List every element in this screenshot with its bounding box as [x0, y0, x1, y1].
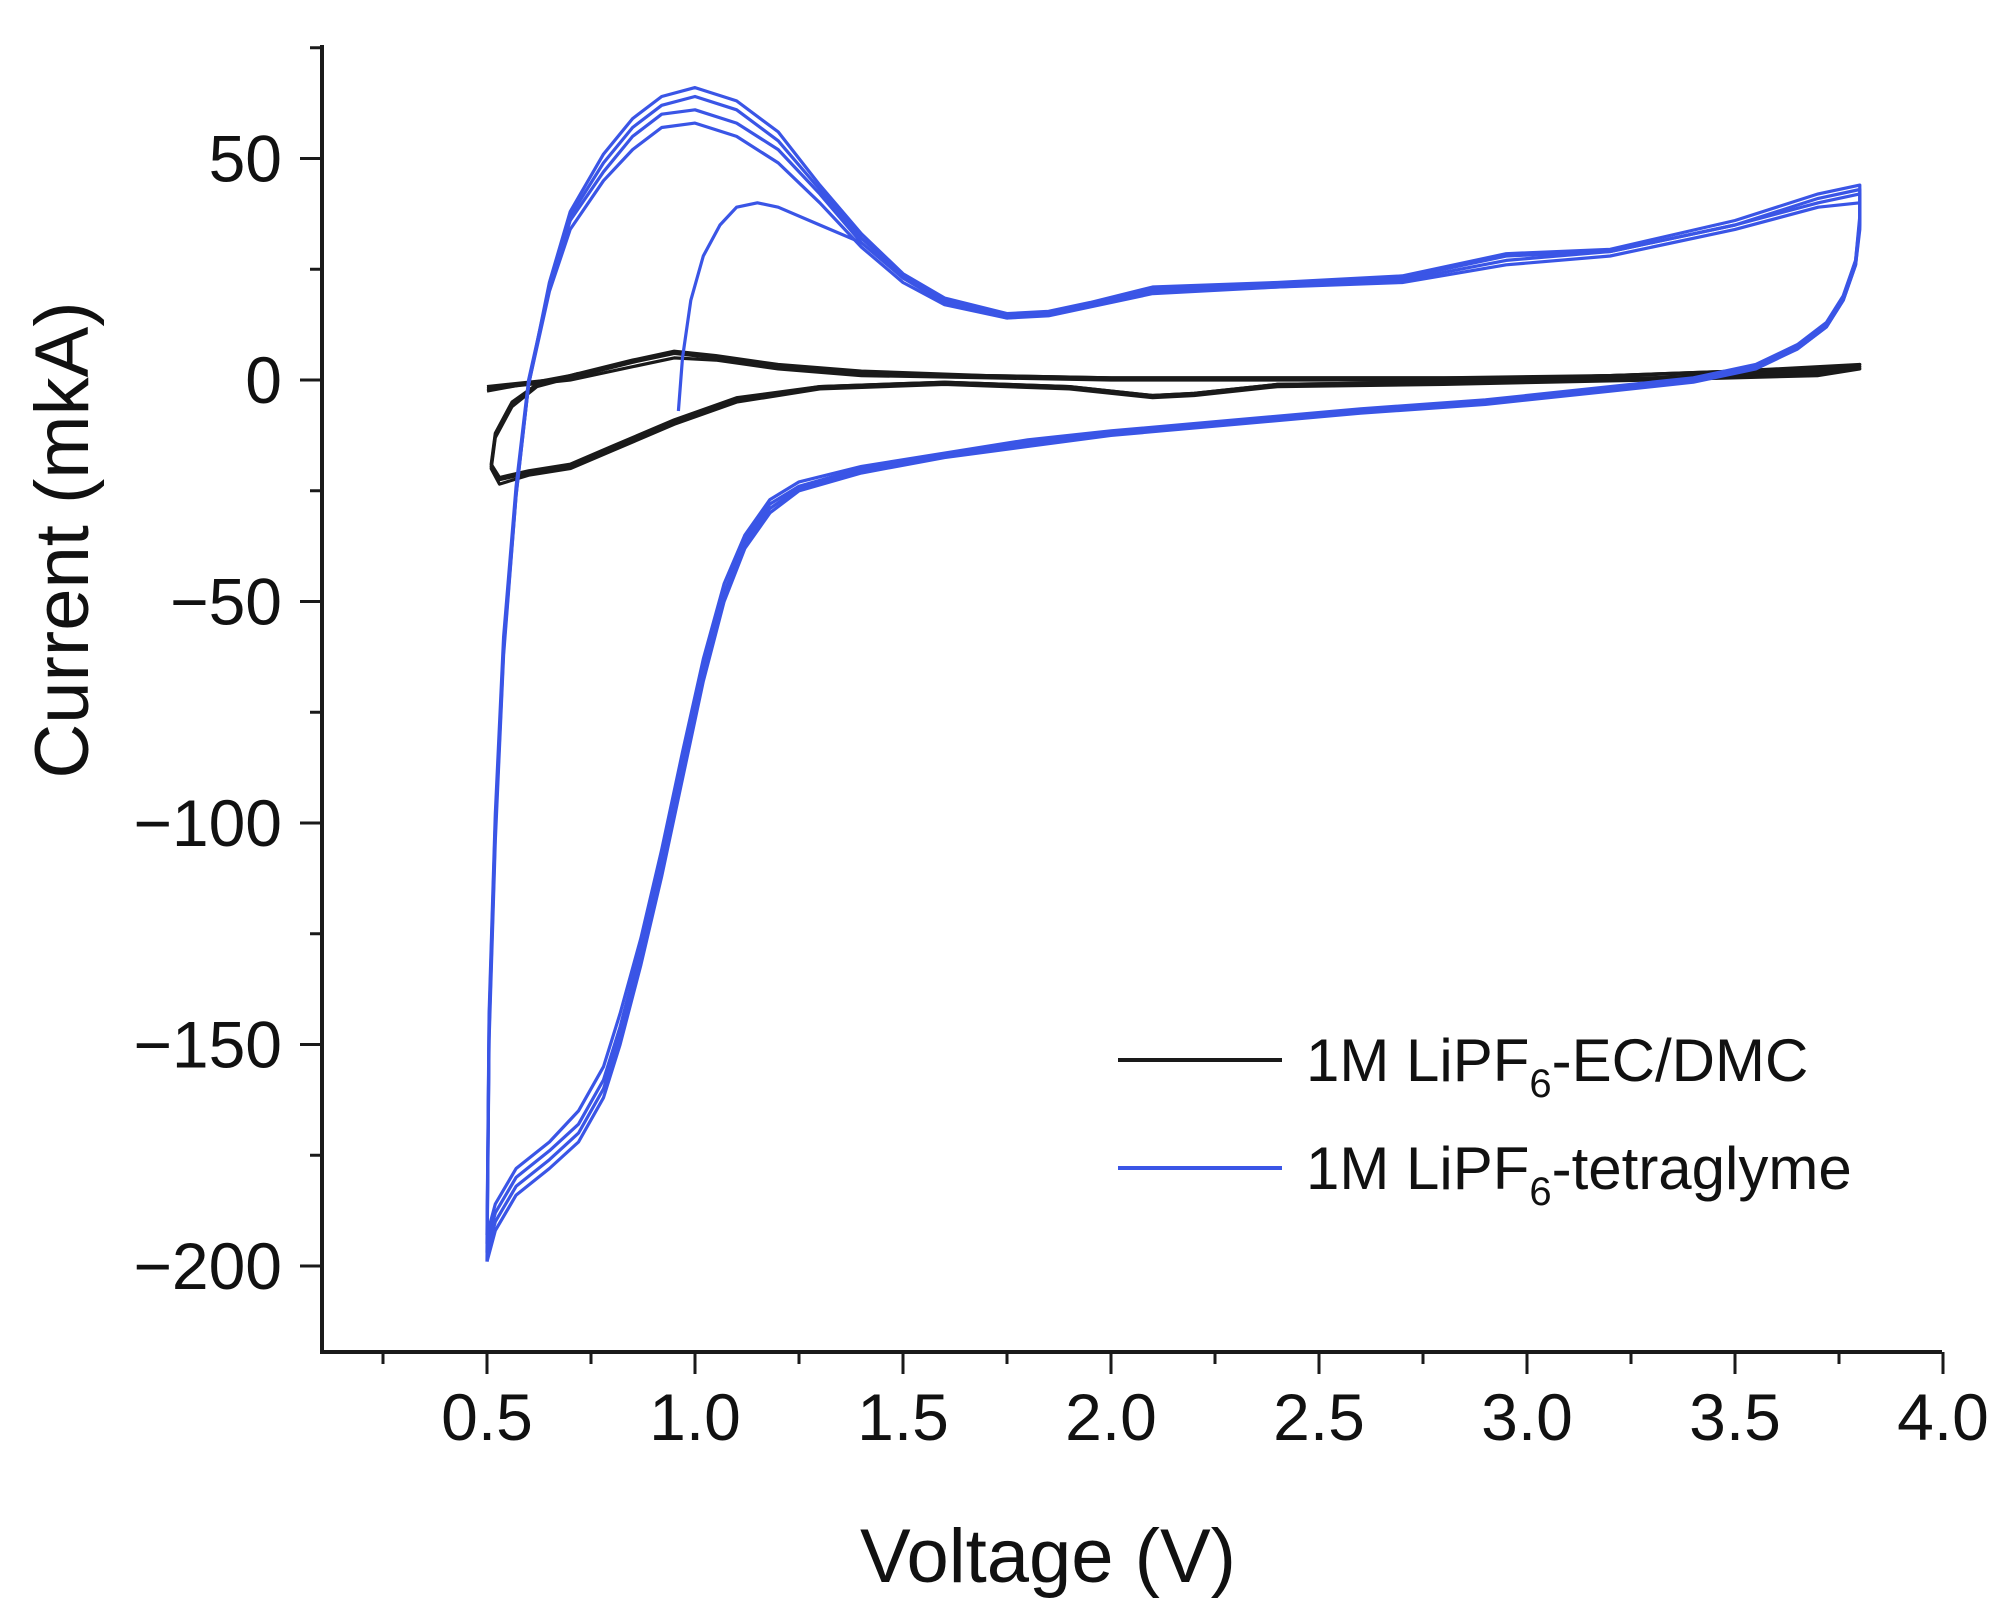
y-axis-title: Current (mkA) — [20, 301, 105, 778]
plot-area — [485, 86, 1862, 1263]
x-tick-label: 2.0 — [1065, 1380, 1157, 1454]
x-tick-label: 3.5 — [1689, 1380, 1781, 1454]
series-tetraglyme — [485, 86, 1862, 1263]
series-ec-dmc-cycle-2 — [486, 356, 1862, 486]
y-ticks: 50 0 −50 −100 −150 −200 — [133, 46, 322, 1303]
x-ticks: 0.5 1.0 1.5 2.0 2.5 3.0 3.5 4.0 — [381, 1352, 1989, 1454]
x-tick-label: 1.5 — [857, 1380, 949, 1454]
x-tick-label: 1.0 — [649, 1380, 741, 1454]
legend-label-ec-dmc: 1M LiPF6-EC/DMC — [1306, 1027, 1808, 1106]
x-tick-label: 2.5 — [1273, 1380, 1365, 1454]
y-tick-label: 0 — [245, 343, 282, 417]
series-tetraglyme-cycle-4 — [485, 86, 1862, 1263]
series-tetraglyme-initial-sweep — [676, 201, 863, 412]
y-tick-label: −50 — [170, 565, 282, 639]
y-tick-label: −200 — [133, 1229, 282, 1303]
y-tick-label: 50 — [209, 122, 282, 196]
legend-label-tetraglyme: 1M LiPF6-tetraglyme — [1306, 1135, 1852, 1214]
x-tick-label: 0.5 — [441, 1380, 533, 1454]
x-tick-label: 3.0 — [1481, 1380, 1573, 1454]
x-tick-label: 4.0 — [1897, 1380, 1989, 1454]
y-tick-label: −150 — [133, 1008, 282, 1082]
x-axis-title: Voltage (V) — [860, 1514, 1236, 1599]
series-ec-dmc-cycle-3 — [486, 349, 1862, 482]
legend: 1M LiPF6-EC/DMC 1M LiPF6-tetraglyme — [1118, 1027, 1852, 1214]
y-tick-label: −100 — [133, 786, 282, 860]
